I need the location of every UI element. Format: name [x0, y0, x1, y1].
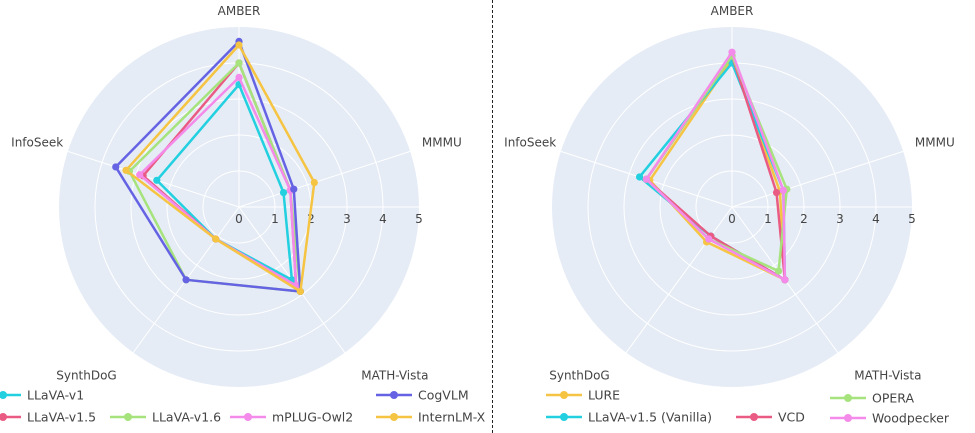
legend-label: CogVLM	[418, 388, 469, 403]
legend-label: LLaVA-v1.5 (Vanilla)	[588, 410, 712, 425]
grid-spoke	[238, 150, 411, 208]
series-line	[124, 43, 316, 293]
grid-spoke	[731, 150, 904, 208]
legend-item: LURE	[546, 388, 620, 403]
legend-label: OPERA	[872, 391, 914, 406]
data-point	[779, 186, 787, 194]
legend-item: VCD	[736, 410, 805, 425]
legend-marker	[560, 413, 568, 421]
data-point	[112, 163, 120, 171]
legend-item: mPLUG-Owl2	[230, 410, 353, 425]
data-point	[212, 235, 220, 243]
legend-marker	[0, 391, 7, 399]
legend-label: LLaVA-v1	[27, 388, 84, 403]
legend-marker	[844, 414, 852, 422]
legend-label: Woodpecker	[872, 411, 950, 426]
legend-marker	[124, 413, 132, 421]
radar-chart-2: 0 1 2 3 4 5 AMBER MMMU MATH-Vista SynthDoG InfoSee…	[504, 4, 955, 426]
data-point	[290, 185, 298, 193]
legend-marker	[844, 394, 852, 402]
series-line	[645, 50, 787, 282]
panel-divider	[492, 0, 493, 433]
axis-label-amber: AMBER	[711, 4, 754, 18]
axis-label-math-vista: MATH-Vista	[854, 368, 921, 382]
axis-label-mmmu: MMMU	[915, 136, 955, 150]
axis-label-synthdog: SynthDoG	[549, 368, 610, 382]
legend-item: LLaVA-v1	[0, 388, 84, 403]
radar-chart-1: 0 1 2 3 4 5 AMBER MMMU MATH-Vista SynthDoG InfoSee…	[0, 4, 486, 425]
data-point	[705, 235, 713, 243]
legend-marker	[244, 413, 252, 421]
axis-label-infoseek: InfoSeek	[11, 136, 63, 150]
data-point	[772, 188, 781, 197]
radial-tick-label: 2	[800, 212, 808, 226]
radial-tick-label: 1	[764, 212, 772, 226]
series-line	[648, 58, 787, 282]
legend-label: InternLM-X	[418, 410, 486, 425]
grid-spoke	[67, 150, 240, 208]
legend-marker	[750, 413, 758, 421]
axis-label-infoseek: InfoSeek	[504, 136, 556, 150]
radial-tick-label: 5	[908, 212, 916, 226]
legend-item: Woodpecker	[830, 411, 950, 426]
legend-label: VCD	[778, 410, 805, 425]
legend-item: CogVLM	[376, 388, 469, 403]
radial-tick-label: 2	[307, 212, 315, 226]
radial-tick-label: 0	[235, 212, 243, 226]
legend-label: LURE	[588, 388, 620, 403]
data-point	[235, 41, 243, 49]
data-point	[235, 59, 243, 67]
legend-item: OPERA	[830, 391, 914, 406]
legend-item: LLaVA-v1.5	[0, 410, 96, 425]
data-point	[781, 276, 789, 284]
data-point	[235, 73, 243, 81]
data-point	[136, 171, 144, 179]
series-internlm-x	[122, 41, 318, 296]
data-point	[774, 267, 783, 275]
data-point	[310, 178, 318, 187]
legend-marker	[560, 391, 568, 399]
data-point	[122, 166, 130, 174]
data-point	[296, 287, 304, 296]
radial-tick-label: 4	[379, 212, 387, 226]
series-line	[155, 83, 294, 282]
radial-tick-label: 3	[836, 212, 844, 226]
axis-label-mmmu: MMMU	[422, 136, 462, 150]
legend-item: LLaVA-v1.5 (Vanilla)	[546, 410, 712, 425]
legend-label: LLaVA-v1.5	[27, 410, 96, 425]
series-line	[138, 76, 298, 287]
legend-item: LLaVA-v1.6	[110, 410, 221, 425]
radial-tick-label: 5	[415, 212, 423, 226]
series-line	[114, 40, 302, 293]
series-woodpecker	[642, 48, 789, 284]
axis-label-synthdog: SynthDoG	[56, 368, 117, 382]
radial-tick-label: 4	[872, 212, 880, 226]
data-point	[642, 175, 651, 183]
radial-tick-label: 3	[343, 212, 351, 226]
radial-tick-label: 1	[271, 212, 279, 226]
data-point	[153, 176, 161, 184]
legend-label: LLaVA-v1.6	[152, 410, 221, 425]
data-point	[182, 276, 190, 284]
axis-label-math-vista: MATH-Vista	[361, 368, 428, 382]
legend-marker	[390, 413, 398, 421]
legend-marker	[0, 413, 7, 421]
legend-item: InternLM-X	[376, 410, 486, 425]
legend-label: mPLUG-Owl2	[272, 410, 353, 425]
legend-marker	[390, 391, 398, 399]
data-point	[635, 173, 644, 181]
axis-label-amber: AMBER	[218, 4, 261, 18]
data-point	[728, 48, 736, 56]
grid-spoke	[625, 206, 733, 353]
radial-tick-label: 0	[728, 212, 736, 226]
data-point	[279, 188, 288, 197]
